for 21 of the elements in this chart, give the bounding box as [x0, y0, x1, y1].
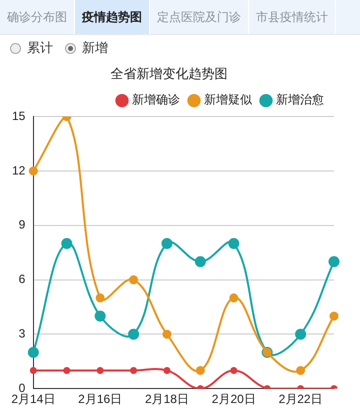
text: 疫情趋势图	[75, 0, 150, 34]
text: 新增	[82, 40, 108, 57]
x-tick-label: 2月22日	[278, 392, 323, 406]
text: 确诊分布图	[0, 0, 75, 34]
legend-label: 新增治愈	[276, 92, 324, 107]
chart-title: 全省新增变化趋势图	[110, 67, 228, 82]
x-tick-label: 2月18日	[144, 392, 189, 406]
y-tick-label: 15	[12, 108, 26, 123]
y-tick-label: 3	[18, 326, 26, 341]
text: 定点医院及门诊	[150, 0, 249, 34]
legend-label: 新增疑似	[204, 92, 252, 107]
text: 累计	[27, 40, 53, 57]
y-tick-label: 12	[12, 163, 26, 178]
y-tick-label: 9	[18, 218, 26, 232]
x-tick-label: 2月16日	[78, 392, 122, 406]
y-tick-label: 6	[18, 272, 26, 286]
text: 市县疫情统计	[249, 0, 336, 34]
y-tick-label: 0	[18, 380, 26, 395]
x-tick-label: 2月14日	[11, 392, 56, 406]
legend-label: 新增确诊	[132, 92, 180, 107]
x-tick-label: 2月20日	[212, 392, 256, 406]
